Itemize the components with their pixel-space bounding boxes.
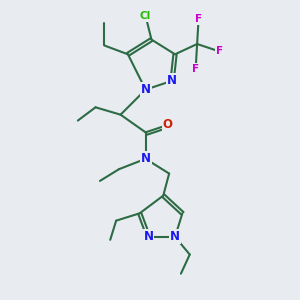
Text: F: F <box>192 64 199 74</box>
Text: O: O <box>163 118 173 131</box>
Text: F: F <box>216 46 223 56</box>
Text: N: N <box>170 230 180 243</box>
Text: N: N <box>143 230 154 243</box>
Text: F: F <box>195 14 202 24</box>
Text: N: N <box>167 74 177 87</box>
Text: N: N <box>141 83 151 96</box>
Text: Cl: Cl <box>140 11 151 21</box>
Text: N: N <box>141 152 151 165</box>
